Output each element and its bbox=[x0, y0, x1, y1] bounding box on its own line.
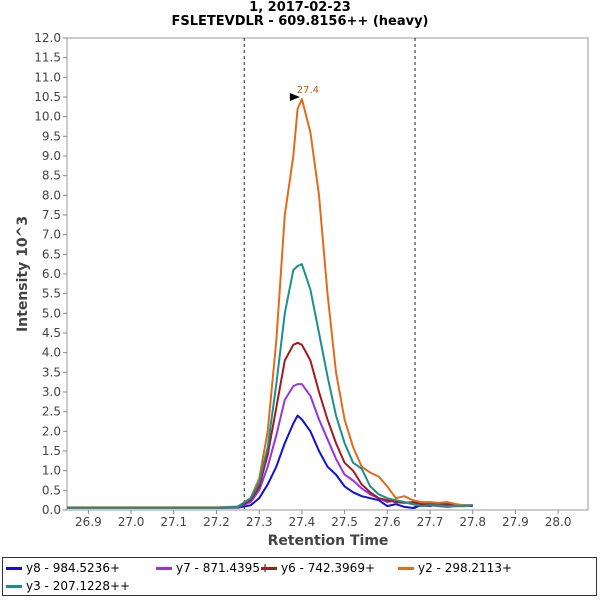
legend-item: y8 - 984.5236+ bbox=[6, 561, 120, 575]
y-tick-label: 11.0 bbox=[34, 70, 61, 84]
y-tick-label: 8.0 bbox=[42, 188, 61, 202]
y-axis-ticks: 0.0 0.5 1.0 1.5 2.0 2.5 3.0 3.5 4.0 4.5 5.0 5.5 6.0 6… bbox=[34, 31, 67, 517]
legend-swatch bbox=[156, 566, 172, 570]
y-tick-label: 4.0 bbox=[42, 346, 61, 360]
x-tick-label: 27.2 bbox=[203, 515, 230, 529]
legend-label: y2 - 298.2113+ bbox=[418, 561, 513, 575]
y-axis-label: Intensity 10^3 bbox=[15, 216, 31, 332]
legend-label: y3 - 207.1228++ bbox=[26, 579, 131, 593]
legend-item: y7 - 871.4395+ bbox=[156, 561, 270, 575]
legend-swatch bbox=[398, 566, 414, 570]
y-tick-label: 8.5 bbox=[42, 169, 61, 183]
legend-label: y7 - 871.4395+ bbox=[176, 561, 271, 575]
x-tick-label: 27.7 bbox=[417, 515, 444, 529]
x-axis-ticks: 26.9 27.0 27.1 27.2 27.3 27.4 27.5 27.6 27.7 27.8… bbox=[75, 510, 571, 529]
legend: y8 - 984.5236+ y7 - 871.4395+ y6 - 742.396… bbox=[2, 557, 597, 596]
y-tick-label: 7.0 bbox=[42, 228, 61, 242]
y-tick-label: 3.5 bbox=[42, 365, 61, 379]
x-tick-label: 27.5 bbox=[331, 515, 358, 529]
plot-frame bbox=[66, 37, 589, 511]
x-tick-label: 28.0 bbox=[545, 515, 572, 529]
y-tick-label: 6.5 bbox=[42, 247, 61, 261]
y-tick-label: 12.0 bbox=[34, 31, 61, 45]
legend-swatch bbox=[261, 566, 277, 570]
x-tick-label: 27.3 bbox=[246, 515, 273, 529]
x-tick-label: 27.1 bbox=[160, 515, 187, 529]
x-tick-label: 27.4 bbox=[289, 515, 316, 529]
x-tick-label: 27.8 bbox=[459, 515, 486, 529]
y-tick-label: 1.5 bbox=[42, 444, 61, 458]
x-tick-label: 27.6 bbox=[374, 515, 401, 529]
y-tick-label: 4.5 bbox=[42, 326, 61, 340]
chart-title: 1, 2017-02-23 bbox=[249, 0, 351, 15]
y-tick-label: 0.5 bbox=[42, 483, 61, 497]
x-axis-label: Retention Time bbox=[268, 533, 389, 549]
legend-swatch bbox=[6, 566, 22, 570]
legend-label: y6 - 742.3969+ bbox=[281, 561, 376, 575]
integration-bounds bbox=[243, 38, 416, 510]
y-tick-label: 6.0 bbox=[42, 267, 61, 281]
y-tick-label: 5.5 bbox=[42, 287, 61, 301]
legend-item: y2 - 298.2113+ bbox=[398, 561, 512, 575]
y-tick-label: 7.5 bbox=[42, 208, 61, 222]
x-tick-label: 27.9 bbox=[502, 515, 529, 529]
legend-item: y3 - 207.1228++ bbox=[6, 579, 130, 593]
y-tick-label: 9.5 bbox=[42, 129, 61, 143]
y-tick-label: 1.0 bbox=[42, 464, 61, 478]
x-tick-label: 27.0 bbox=[118, 515, 145, 529]
peak-marker-icon bbox=[289, 93, 300, 101]
y-tick-label: 0.0 bbox=[42, 503, 61, 517]
y-tick-label: 2.5 bbox=[42, 405, 61, 419]
peak-annotation-group: 27.4 bbox=[289, 85, 319, 101]
legend-swatch bbox=[6, 584, 22, 588]
y-tick-label: 2.0 bbox=[42, 424, 61, 438]
y-tick-label: 9.0 bbox=[42, 149, 61, 163]
series-lines bbox=[66, 98, 473, 509]
chart-subtitle: FSLETEVDLR - 609.8156++ (heavy) bbox=[171, 14, 429, 29]
x-tick-label: 26.9 bbox=[75, 515, 102, 529]
y-tick-label: 10.5 bbox=[34, 90, 61, 104]
y-tick-label: 5.0 bbox=[42, 306, 61, 320]
peak-annotation-label: 27.4 bbox=[297, 85, 319, 96]
series-line bbox=[67, 263, 473, 509]
legend-label: y8 - 984.5236+ bbox=[26, 561, 121, 575]
y-tick-label: 11.5 bbox=[34, 51, 61, 65]
y-tick-label: 10.0 bbox=[34, 110, 61, 124]
legend-item: y6 - 742.3969+ bbox=[261, 561, 375, 575]
y-tick-label: 3.0 bbox=[42, 385, 61, 399]
